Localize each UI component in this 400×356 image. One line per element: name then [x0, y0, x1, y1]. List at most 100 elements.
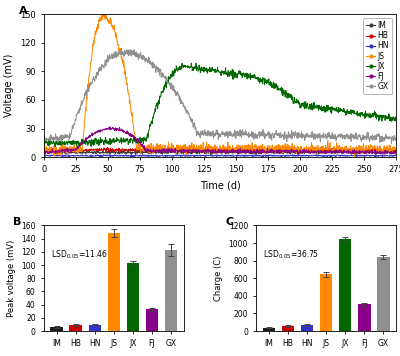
HB	[313, 148, 318, 153]
Bar	[70, 325, 82, 331]
IM	[394, 150, 398, 155]
FJ	[188, 148, 192, 152]
Bar	[108, 234, 120, 331]
HB	[380, 148, 385, 152]
FJ	[380, 151, 385, 156]
HN	[394, 153, 398, 157]
Y-axis label: Voltage (mV): Voltage (mV)	[4, 54, 14, 117]
IM	[167, 147, 172, 152]
IM	[131, 150, 136, 155]
Bar	[165, 250, 177, 331]
JS	[101, 10, 106, 15]
Line: JS: JS	[44, 12, 396, 157]
IM	[380, 150, 385, 154]
Line: IM: IM	[44, 150, 396, 155]
HB	[105, 145, 110, 150]
Bar	[358, 304, 370, 331]
Line: GX: GX	[44, 48, 396, 146]
HN	[58, 153, 63, 158]
HN	[68, 154, 73, 158]
IM	[42, 150, 46, 155]
Y-axis label: Peak voltage (mV): Peak voltage (mV)	[7, 240, 16, 317]
JX	[131, 138, 136, 143]
Text: C: C	[226, 217, 234, 227]
IM	[58, 150, 63, 154]
Line: FJ: FJ	[44, 127, 396, 155]
JX	[313, 104, 318, 108]
JS	[380, 148, 385, 152]
JS	[188, 149, 192, 153]
Bar	[339, 239, 352, 331]
FJ	[108, 125, 113, 129]
Line: JX: JX	[44, 63, 396, 147]
JX	[394, 118, 398, 122]
Bar	[88, 325, 101, 331]
HN	[42, 154, 46, 158]
JX	[53, 145, 58, 149]
HB	[68, 150, 73, 154]
GX	[313, 137, 318, 141]
JX	[188, 66, 192, 70]
HB	[394, 149, 398, 153]
HN	[372, 155, 377, 159]
FJ	[394, 150, 398, 154]
HN	[131, 154, 136, 158]
FJ	[296, 152, 300, 157]
JS	[58, 153, 63, 157]
GX	[119, 46, 124, 51]
Bar	[377, 257, 390, 331]
GX	[59, 138, 64, 143]
HN	[380, 153, 385, 157]
Line: HN: HN	[44, 155, 396, 157]
HN	[187, 154, 192, 158]
Bar	[146, 309, 158, 331]
Bar	[301, 325, 313, 331]
IM	[208, 152, 213, 157]
GX	[42, 136, 46, 141]
HB	[131, 148, 136, 153]
JS	[42, 148, 46, 152]
HB	[203, 151, 208, 155]
FJ	[58, 148, 63, 152]
GX	[69, 132, 74, 136]
HN	[380, 154, 385, 158]
Text: LSD$_{0.05}$=11.46: LSD$_{0.05}$=11.46	[51, 249, 108, 261]
GX	[394, 137, 398, 141]
JX	[42, 140, 46, 144]
X-axis label: Time (d): Time (d)	[200, 180, 240, 190]
GX	[131, 52, 136, 57]
Bar	[50, 327, 63, 331]
GX	[42, 143, 47, 148]
JX	[189, 61, 194, 65]
HB	[188, 149, 192, 153]
HB	[42, 148, 46, 152]
FJ	[42, 149, 46, 153]
Bar	[320, 274, 332, 331]
JS	[352, 155, 357, 159]
JX	[69, 142, 74, 147]
FJ	[131, 134, 136, 138]
GX	[380, 139, 385, 143]
Y-axis label: Charge (C): Charge (C)	[214, 256, 223, 301]
JS	[68, 150, 73, 154]
JS	[312, 147, 317, 151]
JX	[59, 143, 64, 147]
Legend: IM, HB, HN, JS, JX, FJ, GX: IM, HB, HN, JS, JX, FJ, GX	[363, 18, 392, 94]
Bar	[282, 326, 294, 331]
GX	[188, 115, 193, 119]
IM	[68, 150, 73, 154]
Line: HB: HB	[44, 147, 396, 153]
IM	[188, 151, 192, 155]
Bar	[263, 328, 275, 331]
IM	[313, 150, 318, 154]
HB	[58, 149, 63, 153]
HN	[312, 153, 317, 158]
Text: B: B	[13, 217, 22, 227]
Bar	[127, 263, 139, 331]
JS	[394, 146, 398, 150]
Text: LSD$_{0.05}$=36.75: LSD$_{0.05}$=36.75	[263, 249, 320, 261]
JS	[131, 123, 136, 127]
Text: A: A	[19, 6, 28, 16]
JX	[380, 114, 385, 119]
FJ	[68, 151, 73, 155]
